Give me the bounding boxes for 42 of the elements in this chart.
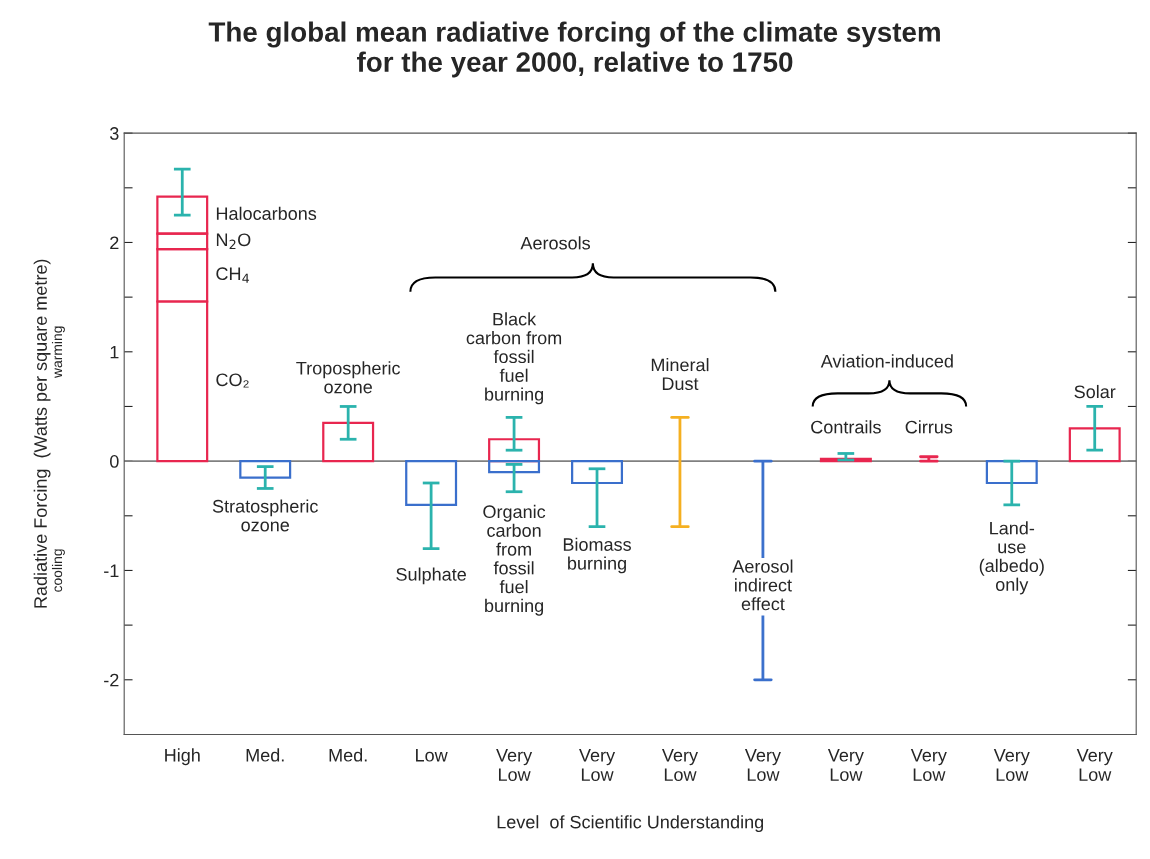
x-tick-label: Very Low <box>910 749 947 782</box>
annotation: Tropospheric ozone <box>296 361 401 394</box>
x-axis-title: Level of Scientific Understanding <box>497 815 764 832</box>
annotation: Aerosols <box>520 236 591 250</box>
x-tick-label: High <box>165 748 200 766</box>
x-tick-label: Very Low <box>496 749 533 782</box>
y-tick-label: 3 <box>109 127 119 140</box>
x-tick-label: Very Low <box>993 749 1030 782</box>
y-axis-title: Radiative Forcing (Watts per square metre) <box>33 259 51 608</box>
x-tick-label: Med. <box>246 748 284 762</box>
annotation: Biomass burning <box>563 537 631 574</box>
x-tick-label: Very Low <box>827 749 864 782</box>
x-tick-label: Very Low <box>744 749 781 782</box>
y-tick-label: -1 <box>104 564 119 577</box>
y-tick-label: 0 <box>110 455 119 468</box>
annotation: Contrails <box>811 420 881 434</box>
annotation: Sulphate <box>396 567 466 585</box>
y-tick-label: 1 <box>110 345 119 359</box>
annotation: Organic carbon from fossil fuel burning <box>483 504 546 616</box>
x-tick-label: Med. <box>329 748 367 762</box>
annotation: Aviation-induced <box>820 354 953 368</box>
text: warming <box>51 326 65 379</box>
x-tick-label: Very Low <box>661 749 698 782</box>
series-label: Halocarbons <box>216 206 317 220</box>
text: cooling <box>51 549 65 592</box>
x-tick-label: Very Low <box>579 749 616 782</box>
annotation: Land- use (albedo) only <box>979 521 1044 595</box>
series-label: N$_{2}$O <box>216 233 251 249</box>
y-tick-label: -2 <box>104 673 119 687</box>
annotation: Black carbon from fossil fuel burning <box>466 312 562 405</box>
y-tick-label: 2 <box>110 236 119 250</box>
x-tick-label: Low <box>416 749 448 762</box>
series-label: CH$_{4}$ <box>216 267 250 283</box>
bar <box>488 460 541 474</box>
annotation: Solar <box>1074 384 1116 399</box>
series-label: CO₂ <box>216 373 249 388</box>
chart-title: The global mean radiative forcing of the climate system for the year 2000, relative to 1750 <box>208 21 940 78</box>
x-tick-label: Very Low <box>1076 749 1113 782</box>
annotation: Cirrus <box>905 420 953 434</box>
annotation: Mineral Dust <box>651 358 709 391</box>
annotation: Stratospheric ozone <box>212 499 318 532</box>
annotation: Aerosol indirect effect <box>732 559 793 611</box>
